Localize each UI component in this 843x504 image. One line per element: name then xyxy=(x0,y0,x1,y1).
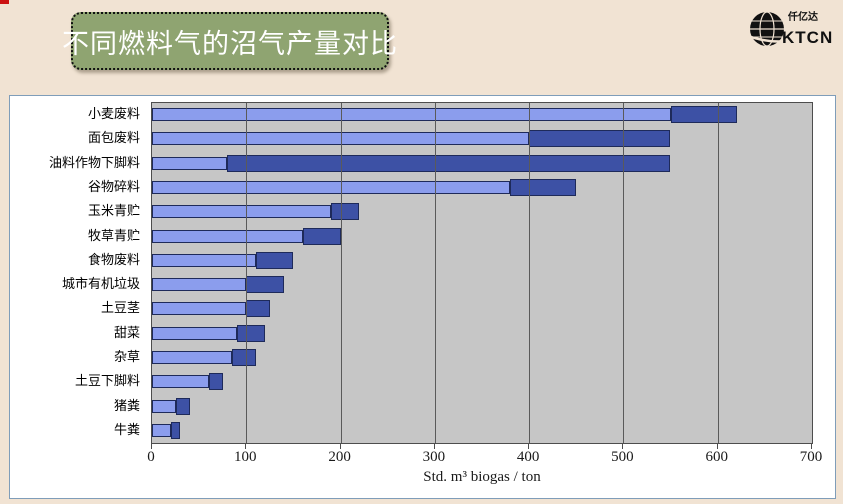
bar-segment-light xyxy=(152,302,247,316)
category-label: 猪粪 xyxy=(113,397,140,413)
category-label: 谷物碎料 xyxy=(87,179,140,194)
category-label: 小麦废料 xyxy=(87,106,140,122)
bar-segment-dark xyxy=(227,154,671,172)
bar-segment-dark xyxy=(175,397,190,415)
bar-segment-light xyxy=(152,423,171,437)
gridline xyxy=(246,103,248,443)
bar-segment-light xyxy=(152,108,671,122)
tick-mark xyxy=(528,444,530,449)
bar-segment-light xyxy=(152,399,176,413)
tick-mark xyxy=(151,444,152,449)
category-label: 甜菜 xyxy=(113,324,140,340)
tick-mark xyxy=(811,444,812,449)
category-label: 牛粪 xyxy=(113,421,140,437)
category-label: 油料作物下脚料 xyxy=(48,154,140,170)
bar-segment-dark xyxy=(236,324,266,342)
logo-text-en: KTCN xyxy=(782,28,833,47)
gridline xyxy=(434,103,436,443)
bar-segment-dark xyxy=(246,300,270,318)
bar-segment-dark xyxy=(529,130,671,148)
bar-segment-light xyxy=(152,326,237,340)
tick-mark xyxy=(245,444,247,449)
category-label: 土豆茎 xyxy=(100,300,140,316)
slide-title-box: 不同燃料气的沼气产量对比 xyxy=(62,12,397,70)
tick-label: 300 xyxy=(422,449,446,465)
tick-mark xyxy=(339,444,341,449)
category-label: 食物废料 xyxy=(87,251,140,267)
bar-segment-dark xyxy=(246,276,284,294)
logo-text-cn: 仟亿达 xyxy=(787,10,818,23)
tick-label: 100 xyxy=(234,449,257,465)
category-label: 城市有机垃圾 xyxy=(61,276,140,292)
bar-segment-dark xyxy=(232,349,256,366)
bar-segment-light xyxy=(152,253,256,267)
category-label: 面包废料 xyxy=(87,130,140,146)
tick-mark xyxy=(433,444,435,449)
slide-title: 不同燃料气的沼气产量对比 xyxy=(62,28,398,59)
gridline xyxy=(529,103,531,443)
bar-segment-dark xyxy=(510,179,577,196)
tick-label: 700 xyxy=(799,449,823,465)
category-label: 杂草 xyxy=(113,349,140,364)
bar-segment-light xyxy=(152,132,530,146)
company-logo: 仟亿达 KTCN xyxy=(740,3,840,57)
bar-segment-dark xyxy=(170,421,181,439)
gridline xyxy=(340,103,342,443)
bar-segment-dark xyxy=(255,251,294,269)
gridline xyxy=(717,103,719,443)
tick-label: 0 xyxy=(147,449,155,465)
chart-panel: 小麦废料面包废料油料作物下脚料谷物碎料玉米青贮牧草青贮食物废料城市有机垃圾土豆茎… xyxy=(9,95,836,499)
category-label: 土豆下脚料 xyxy=(74,373,140,389)
x-axis-title: Std. m³ biogas / ton xyxy=(423,469,541,485)
tick-mark xyxy=(716,444,718,449)
bar-segment-light xyxy=(152,229,303,243)
tick-label: 600 xyxy=(705,449,728,465)
bar-segment-dark xyxy=(302,227,341,245)
bar-segment-dark xyxy=(331,203,360,221)
bar-segment-light xyxy=(152,181,511,194)
bar-segment-light xyxy=(152,375,209,389)
tick-mark xyxy=(622,444,624,449)
bar-segment-light xyxy=(152,156,228,170)
bar-segment-dark xyxy=(208,373,223,391)
bar-segment-light xyxy=(152,205,332,219)
category-label: 玉米青贮 xyxy=(87,203,140,219)
bar-segment-light xyxy=(152,351,233,364)
category-label: 牧草青贮 xyxy=(87,227,140,243)
bar-segment-light xyxy=(152,278,247,292)
red-corner-mark xyxy=(0,0,9,4)
tick-label: 200 xyxy=(328,449,351,465)
bar-segment-dark xyxy=(670,106,737,124)
globe-icon: 仟亿达 KTCN xyxy=(747,10,833,47)
tick-label: 500 xyxy=(611,449,634,465)
gridline xyxy=(623,103,625,443)
tick-label: 400 xyxy=(516,449,540,465)
plot-area xyxy=(151,102,813,444)
